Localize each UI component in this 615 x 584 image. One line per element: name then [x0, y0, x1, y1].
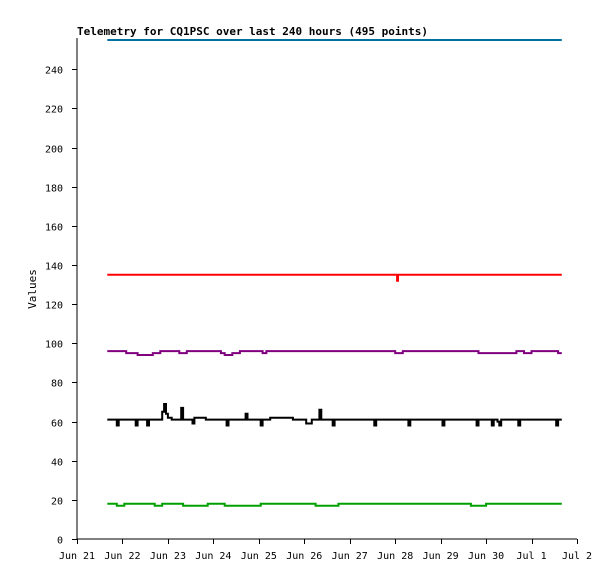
y-tick-label: 80: [51, 379, 63, 390]
y-tick-label: 0: [57, 536, 63, 547]
x-tick-label: Jun 26: [286, 551, 322, 562]
x-tick-label: Jun 30: [468, 551, 504, 562]
y-tick-label: 60: [51, 419, 63, 430]
y-tick-label: 180: [45, 184, 63, 195]
x-tick-label: Jul 1: [516, 551, 546, 562]
x-tick-label: Jun 27: [332, 551, 368, 562]
series-line: [107, 350, 562, 356]
chart-title: Telemetry for CQ1PSC over last 240 hours…: [77, 25, 428, 38]
y-axis-label: Values: [26, 269, 39, 309]
series-line: [107, 502, 562, 507]
series-layer: [107, 39, 562, 507]
y-tick-label: 20: [51, 497, 63, 508]
y-tick-label: 220: [45, 105, 63, 116]
x-tick-label: Jun 23: [150, 551, 186, 562]
series-line: [107, 273, 562, 282]
y-tick-label: 120: [45, 301, 63, 312]
x-tick-label: Jun 24: [195, 551, 231, 562]
x-tick-label: Jun 28: [377, 551, 413, 562]
x-tick-label: Jun 21: [59, 551, 95, 562]
series-line: [107, 403, 562, 427]
y-tick-label: 160: [45, 223, 63, 234]
y-tick-label: 100: [45, 340, 63, 351]
y-tick-label: 140: [45, 262, 63, 273]
x-tick-label: Jun 29: [423, 551, 459, 562]
y-tick-label: 240: [45, 66, 63, 77]
x-tick-label: Jun 22: [104, 551, 140, 562]
y-tick-label: 200: [45, 145, 63, 156]
x-tick-label: Jul 2: [562, 551, 592, 562]
y-tick-label: 40: [51, 458, 63, 469]
x-tick-label: Jun 25: [241, 551, 277, 562]
axes-layer: 0 20 40 60 80 100 120 140 160 180 200 220 240 Jun 21 J…: [45, 38, 592, 562]
